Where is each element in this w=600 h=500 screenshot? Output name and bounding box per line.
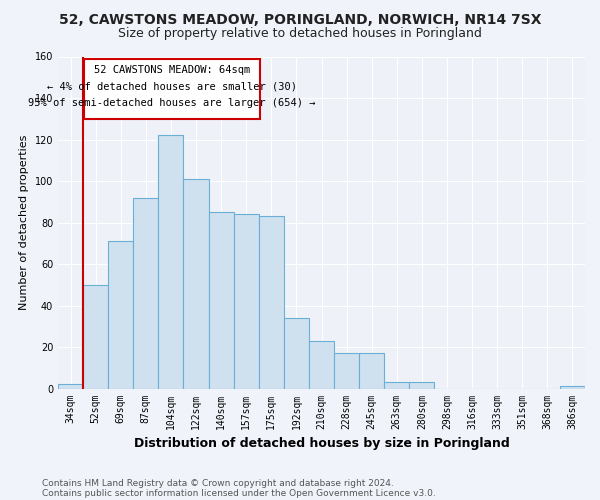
Text: 95% of semi-detached houses are larger (654) →: 95% of semi-detached houses are larger (… bbox=[28, 98, 316, 108]
Text: Size of property relative to detached houses in Poringland: Size of property relative to detached ho… bbox=[118, 28, 482, 40]
Bar bbox=[233, 214, 259, 388]
Bar bbox=[108, 241, 133, 388]
Y-axis label: Number of detached properties: Number of detached properties bbox=[19, 135, 29, 310]
X-axis label: Distribution of detached houses by size in Poringland: Distribution of detached houses by size … bbox=[134, 437, 509, 450]
Bar bbox=[284, 318, 309, 388]
Bar bbox=[334, 354, 359, 388]
Text: ← 4% of detached houses are smaller (30): ← 4% of detached houses are smaller (30) bbox=[47, 82, 297, 92]
Bar bbox=[259, 216, 284, 388]
FancyBboxPatch shape bbox=[85, 58, 260, 119]
Bar bbox=[309, 341, 334, 388]
Bar bbox=[359, 354, 384, 388]
Bar bbox=[58, 384, 83, 388]
Bar bbox=[209, 212, 233, 388]
Text: Contains public sector information licensed under the Open Government Licence v3: Contains public sector information licen… bbox=[42, 488, 436, 498]
Bar bbox=[133, 198, 158, 388]
Bar bbox=[83, 285, 108, 389]
Bar bbox=[158, 136, 184, 388]
Bar bbox=[560, 386, 585, 388]
Bar bbox=[184, 179, 209, 388]
Bar bbox=[409, 382, 434, 388]
Text: Contains HM Land Registry data © Crown copyright and database right 2024.: Contains HM Land Registry data © Crown c… bbox=[42, 478, 394, 488]
Text: 52 CAWSTONS MEADOW: 64sqm: 52 CAWSTONS MEADOW: 64sqm bbox=[94, 65, 250, 75]
Text: 52, CAWSTONS MEADOW, PORINGLAND, NORWICH, NR14 7SX: 52, CAWSTONS MEADOW, PORINGLAND, NORWICH… bbox=[59, 12, 541, 26]
Bar bbox=[384, 382, 409, 388]
